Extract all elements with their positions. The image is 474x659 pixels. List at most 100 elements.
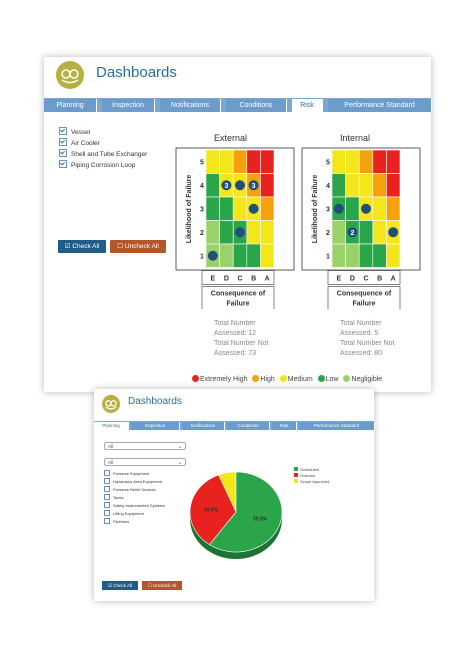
matrix-cell[interactable] — [331, 173, 346, 198]
matrix-cell[interactable] — [219, 243, 234, 268]
matrix-cell[interactable] — [358, 243, 374, 268]
matrix-cell[interactable] — [260, 173, 275, 198]
checkbox-label: Pressure Relief Devices — [113, 487, 156, 492]
checkbox-pressure-equipment[interactable]: Pressure Equipment — [104, 470, 149, 476]
checkbox-lifting-equipment[interactable]: Lifting Equipment — [104, 510, 144, 516]
tab-notifications[interactable]: Notifications — [182, 422, 225, 430]
matrix-cell[interactable] — [372, 243, 387, 268]
tab-planning[interactable]: Planning — [94, 422, 129, 430]
checkbox-checked-icon — [59, 149, 67, 157]
tab-performance-standard[interactable]: Performance Standard — [299, 422, 375, 430]
checkbox-air-cooler[interactable]: Air Cooler — [59, 138, 100, 147]
matrix-cell[interactable] — [205, 196, 220, 221]
matrix-cell[interactable] — [345, 243, 360, 268]
matrix-cell[interactable] — [372, 173, 387, 198]
risk-marker[interactable] — [333, 203, 344, 214]
matrix-cell[interactable] — [386, 243, 401, 268]
select-value: All — [108, 444, 114, 449]
column-label: A — [265, 276, 270, 283]
risk-marker-count: 3 — [252, 183, 256, 190]
matrix-cell[interactable] — [345, 173, 360, 198]
matrix-cell[interactable] — [232, 243, 248, 268]
risk-marker[interactable] — [248, 203, 259, 214]
matrix-cell[interactable] — [246, 149, 261, 174]
matrix-cell[interactable] — [260, 149, 275, 174]
tab-inspection[interactable]: Inspection — [102, 99, 155, 112]
matrix-cell[interactable] — [331, 220, 346, 245]
matrix-cell[interactable] — [372, 220, 387, 245]
matrix-cell[interactable] — [232, 149, 248, 174]
matrix-cell[interactable] — [372, 149, 387, 174]
risk-marker[interactable] — [388, 227, 399, 238]
x-axis-label-box — [201, 286, 275, 309]
checkbox-piping[interactable]: Piping Corrosion Loop — [59, 160, 135, 169]
matrix-cell[interactable] — [205, 173, 220, 198]
matrix-cell[interactable] — [246, 220, 261, 245]
risk-marker[interactable] — [235, 180, 245, 191]
tab-inspection[interactable]: Inspection — [131, 422, 180, 430]
risk-marker[interactable] — [221, 180, 232, 191]
matrix-cell[interactable] — [386, 149, 401, 174]
risk-marker-count: 3 — [224, 183, 228, 190]
risk-marker[interactable] — [347, 227, 358, 238]
matrix-cell[interactable] — [260, 220, 275, 245]
matrix-cell[interactable] — [260, 196, 275, 221]
risk-marker[interactable] — [248, 180, 259, 191]
uncheck-all-button[interactable]: ☐ Uncheck All — [142, 581, 182, 590]
column-label: E — [210, 276, 215, 283]
matrix-cell[interactable] — [386, 173, 401, 198]
matrix-cell[interactable] — [358, 220, 374, 245]
filter-select-1[interactable]: All ⌄ — [104, 442, 186, 450]
checkbox-safety-instrumented[interactable]: Safety Instrumented Systems — [104, 502, 165, 508]
tab-bar: Planning Inspection Notifications Condit… — [44, 98, 432, 112]
matrix-cell[interactable] — [358, 173, 374, 198]
legend-swatch-icon — [294, 473, 298, 477]
checkbox-pipelines[interactable]: Pipelines — [104, 518, 129, 524]
risk-marker[interactable] — [207, 250, 218, 261]
check-all-button[interactable]: ☑ Check All — [58, 240, 106, 253]
pie-slice[interactable] — [208, 471, 283, 553]
tab-risk[interactable]: Risk — [272, 422, 297, 430]
matrix-cell[interactable] — [205, 220, 220, 245]
uncheck-all-button[interactable]: ☐ Uncheck All — [110, 240, 166, 253]
logo-icon — [102, 395, 120, 413]
matrix-cell[interactable] — [232, 196, 248, 221]
matrix-cell[interactable] — [219, 220, 234, 245]
checkbox-label: Lifting Equipment — [113, 511, 144, 516]
checkbox-label: Hazardous Area Equipment — [113, 479, 162, 484]
matrix-cell[interactable] — [358, 149, 374, 174]
matrix-cell[interactable] — [331, 149, 346, 174]
checkbox-pressure-relief[interactable]: Pressure Relief Devices — [104, 486, 156, 492]
checkbox-tanks[interactable]: Tanks — [104, 494, 123, 500]
filter-select-2[interactable]: All ⌄ — [104, 458, 186, 466]
risk-legend: Extremely High High Medium Low Negligibl… — [189, 375, 382, 383]
legend-label: Low — [325, 376, 339, 383]
risk-marker-count: 2 — [350, 230, 354, 237]
matrix-cell[interactable] — [219, 149, 234, 174]
matrix-cell[interactable] — [260, 243, 275, 268]
tab-notifications[interactable]: Notifications — [160, 99, 221, 112]
tab-conditions[interactable]: Conditions — [226, 99, 287, 112]
tab-performance-standard[interactable]: Performance Standard — [328, 99, 432, 112]
tab-conditions[interactable]: Conditions — [227, 422, 270, 430]
matrix-cell[interactable] — [345, 196, 360, 221]
uncheck-all-label: Uncheck All — [124, 243, 159, 250]
tab-risk[interactable]: Risk — [292, 99, 323, 112]
matrix-cell[interactable] — [246, 243, 261, 268]
matrix-cell[interactable] — [331, 243, 346, 268]
checkbox-shell-tube[interactable]: Shell and Tube Exchanger — [59, 149, 147, 158]
matrix-cell[interactable] — [345, 149, 360, 174]
y-axis-label: Likelihood of Failure — [312, 175, 319, 244]
checkbox-vessel[interactable]: Vessel — [59, 127, 90, 136]
check-all-button[interactable]: ☑ Check All — [102, 581, 138, 590]
matrix-cell[interactable] — [372, 196, 387, 221]
tab-planning[interactable]: Planning — [44, 99, 97, 112]
matrix-cell[interactable] — [386, 196, 401, 221]
row-label: 3 — [326, 206, 330, 213]
matrix-cell[interactable] — [219, 196, 234, 221]
checkbox-hazardous-area[interactable]: Hazardous Area Equipment — [104, 478, 162, 484]
risk-marker[interactable] — [361, 203, 371, 214]
risk-marker[interactable] — [235, 227, 245, 238]
matrix-cell[interactable] — [205, 149, 220, 174]
pie-slice[interactable] — [189, 474, 237, 546]
